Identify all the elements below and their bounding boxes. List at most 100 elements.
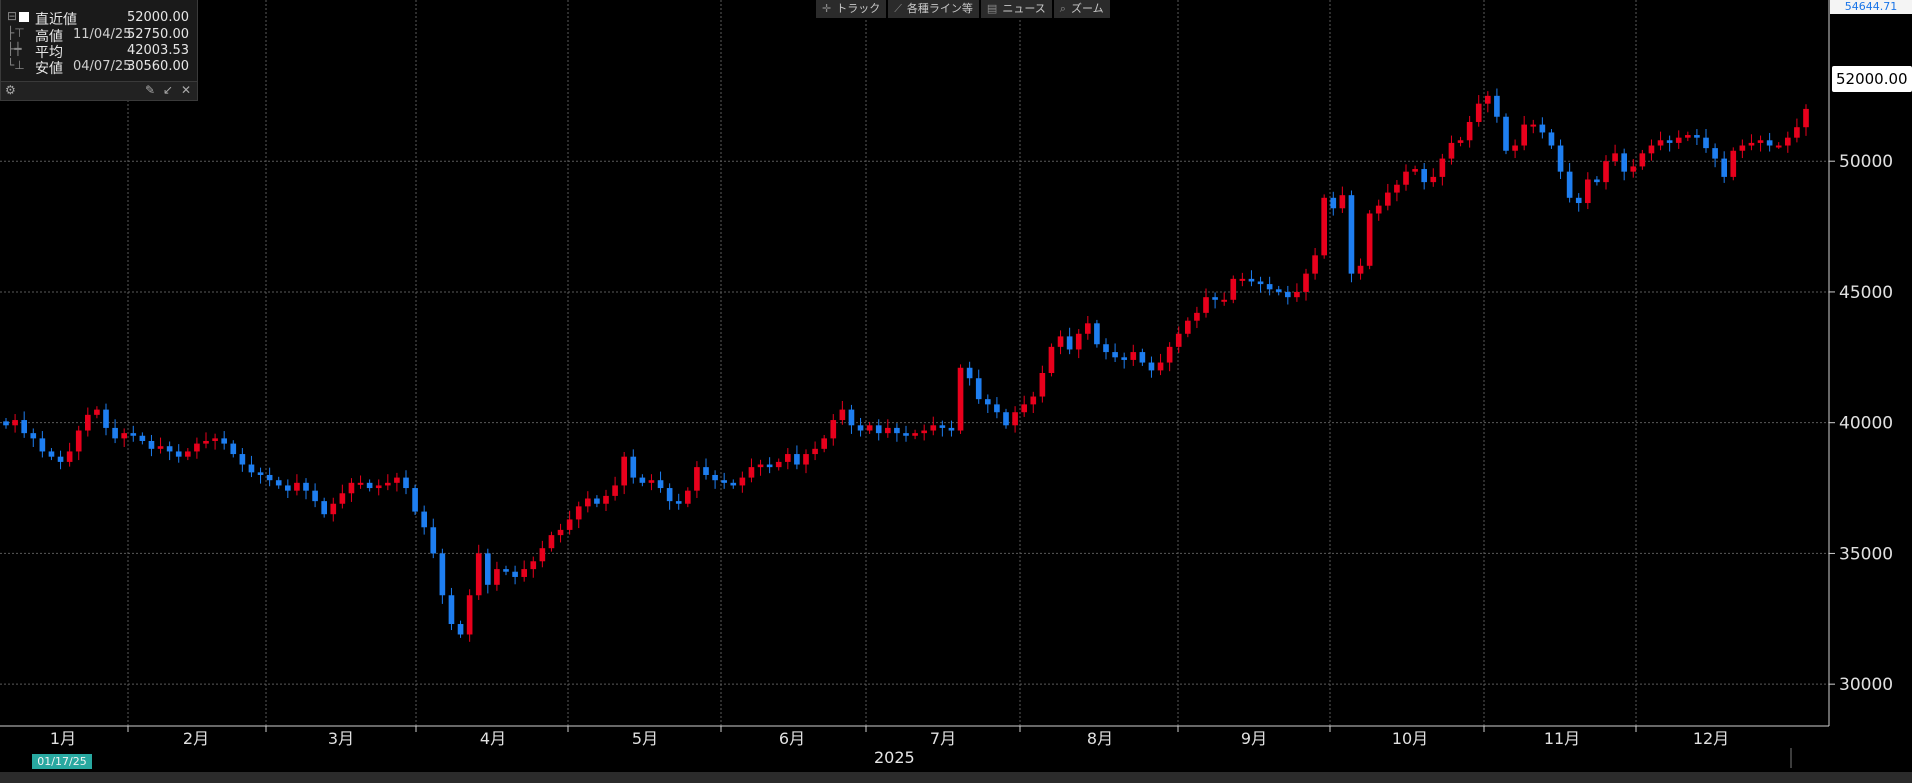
candle-body [1657, 140, 1664, 146]
candle-body [66, 451, 73, 462]
candle-body [985, 399, 991, 405]
candle-body [1475, 103, 1482, 122]
candle-body [1594, 179, 1600, 183]
candle-body [1275, 289, 1282, 292]
low-label: 安値 [35, 61, 63, 77]
candle-body [257, 472, 264, 475]
candle-body [1194, 312, 1200, 321]
candle-body [475, 553, 482, 596]
candle-body [1394, 184, 1400, 193]
candle-body [1721, 158, 1727, 177]
minimize-icon[interactable]: ↙ [163, 83, 174, 97]
candle-body [566, 519, 573, 530]
candle-body [1448, 142, 1455, 159]
x-tick-label: 1月 [50, 729, 76, 748]
candle-body [703, 467, 709, 475]
candle-body [1139, 352, 1146, 363]
horizontal-gridlines [0, 160, 1829, 685]
candle-body [21, 420, 27, 434]
horizontal-scrollbar[interactable] [0, 772, 1912, 783]
candle-body [1048, 346, 1055, 373]
candle-body [1403, 171, 1409, 185]
candle-body [1303, 273, 1309, 292]
candle-body [457, 624, 464, 635]
candle-body [1321, 197, 1327, 256]
candle-body [1030, 396, 1037, 405]
candle-body [1694, 135, 1700, 138]
average-marker-icon: ├┿ [7, 42, 22, 56]
cursor-date-label: 01/17/25 [32, 754, 92, 769]
candle-body [1521, 124, 1527, 146]
candle-body [1548, 132, 1555, 146]
candle-body [121, 433, 127, 439]
candle-body [1112, 352, 1118, 358]
candle-body [830, 420, 837, 439]
x-tick-label: 11月 [1544, 729, 1580, 748]
candle-body [1003, 412, 1009, 426]
x-tick-label: 4月 [480, 729, 506, 748]
high-value: 52750.00 [126, 27, 189, 42]
avg-value: 42003.53 [126, 43, 189, 58]
zoom-button[interactable]: ⌕ ズーム [1053, 0, 1110, 18]
legend-last-row[interactable]: ⊟ 直近値 52000.00 [1, 9, 197, 28]
candle-body [357, 482, 364, 485]
close-icon[interactable]: ✕ [181, 83, 192, 97]
price-axis[interactable]: 30000 35000 40000 45000 50000 [1829, 152, 1893, 695]
candle-body [1375, 205, 1382, 214]
candle-body [1494, 95, 1500, 117]
candle-body [930, 425, 937, 431]
candle-body [612, 485, 618, 496]
track-button[interactable]: ✛ トラック [816, 0, 887, 18]
candle-body [866, 425, 873, 431]
candle-body [685, 490, 691, 504]
candle-body [1794, 127, 1800, 138]
candle-body [1421, 169, 1427, 183]
candle-body [594, 498, 600, 504]
y-tick-label: 30000 [1839, 675, 1893, 695]
candle-body [839, 409, 846, 421]
lines-button[interactable]: ⟋ 各種ライン等 [888, 0, 979, 18]
candle-body [1757, 140, 1764, 143]
candle-body [766, 464, 773, 468]
candle-body [1485, 95, 1491, 104]
candle-body [966, 367, 973, 379]
x-tick-label: 3月 [328, 729, 354, 748]
candle-body [466, 595, 473, 635]
candle-body [48, 451, 55, 457]
candle-body [221, 438, 227, 444]
y-tick-label: 45000 [1839, 283, 1893, 303]
x-tick-label: 2月 [183, 729, 209, 748]
candle-body [812, 448, 818, 455]
candle-body [30, 433, 37, 439]
collapse-icon[interactable]: ⊟ [7, 9, 18, 23]
gear-icon[interactable]: ⚙ [5, 83, 16, 97]
y-tick-label: 35000 [1839, 544, 1893, 564]
candle-body [1166, 346, 1173, 363]
candle-body [1575, 197, 1582, 204]
candle-body [230, 443, 237, 455]
candle-body [1630, 166, 1637, 172]
candle-body [1530, 124, 1537, 127]
x-tick-label: 10月 [1392, 729, 1428, 748]
candle-body [921, 430, 927, 434]
candle-body [1439, 158, 1446, 177]
candle-body [1021, 404, 1027, 413]
candle-body [439, 553, 446, 596]
time-axis[interactable]: 1月 2月 3月 4月 5月 6月 7月 8月 9月 10月 11月 12月 [50, 726, 1729, 748]
candle-body [1230, 278, 1237, 300]
candle-body [1121, 357, 1127, 360]
candle-body [721, 480, 727, 483]
legend-panel[interactable]: ⊟ 直近値 52000.00 ├⊤ 高値 11/04/25 52750.00 ├… [0, 0, 198, 101]
candle-body [603, 495, 609, 504]
candle-body [648, 480, 655, 483]
low-marker-icon: └⊥ [7, 58, 25, 72]
pin-icon[interactable]: ✎ [145, 83, 156, 97]
candle-body [94, 409, 100, 415]
news-button[interactable]: ▤ ニュース [980, 0, 1052, 18]
candle-body [1639, 153, 1646, 167]
candle-body [794, 454, 800, 465]
candle-body [848, 409, 855, 426]
candle-body [875, 425, 882, 434]
candle-body [1257, 281, 1264, 285]
